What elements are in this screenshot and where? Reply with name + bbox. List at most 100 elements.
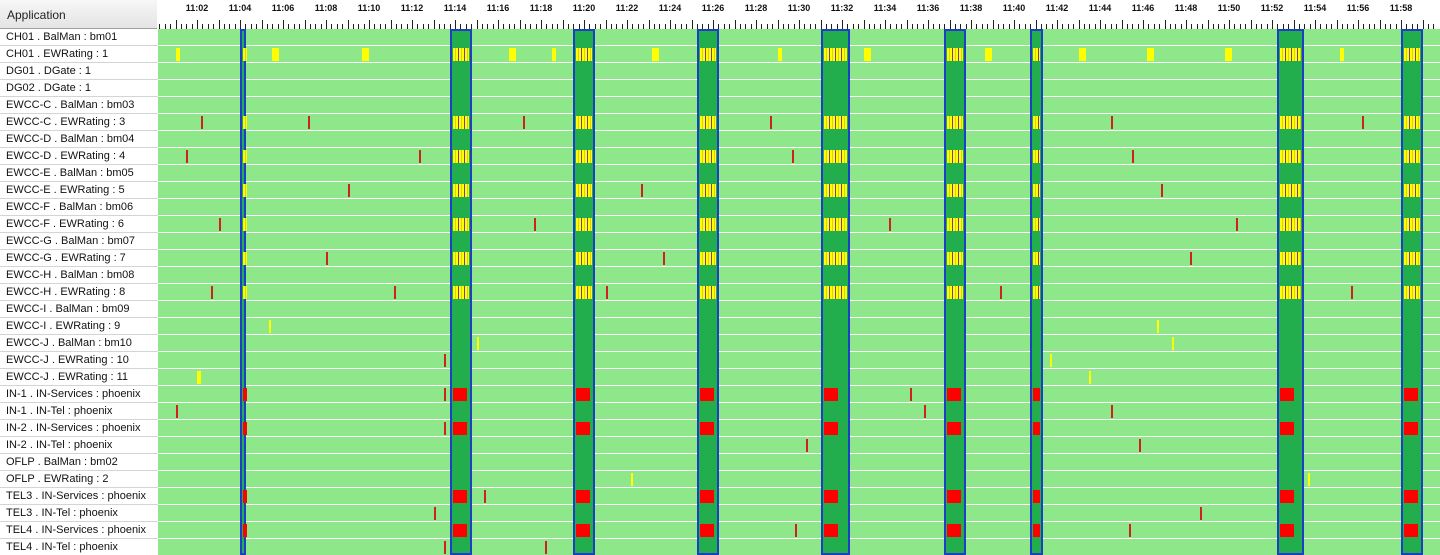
- critical-block[interactable]: [576, 388, 590, 401]
- critical-block[interactable]: [243, 388, 247, 401]
- critical-block[interactable]: [453, 490, 467, 503]
- critical-block[interactable]: [824, 422, 838, 435]
- row-label[interactable]: TEL4 . IN-Tel : phoenix: [0, 539, 158, 555]
- warning-event[interactable]: [1157, 320, 1159, 333]
- warning-block[interactable]: [1404, 184, 1420, 197]
- row-label[interactable]: EWCC-H . BalMan : bm08: [0, 267, 158, 284]
- timeline-row[interactable]: [158, 522, 1440, 539]
- minor-event[interactable]: [444, 354, 446, 367]
- timeline-row[interactable]: [158, 352, 1440, 369]
- warning-event[interactable]: [1050, 354, 1052, 367]
- timeline-row[interactable]: [158, 488, 1440, 505]
- row-label[interactable]: DG01 . DGate : 1: [0, 63, 158, 80]
- warning-block[interactable]: [243, 116, 247, 129]
- minor-event[interactable]: [419, 150, 421, 163]
- warning-block[interactable]: [1033, 218, 1040, 231]
- row-label[interactable]: EWCC-J . BalMan : bm10: [0, 335, 158, 352]
- warning-event[interactable]: [552, 48, 556, 61]
- timeline-row[interactable]: [158, 250, 1440, 267]
- row-label[interactable]: EWCC-F . EWRating : 6: [0, 216, 158, 233]
- row-label[interactable]: EWCC-J . EWRating : 11: [0, 369, 158, 386]
- warning-event[interactable]: [269, 320, 271, 333]
- critical-block[interactable]: [453, 388, 467, 401]
- timeline-row[interactable]: [158, 131, 1440, 148]
- row-label[interactable]: EWCC-E . BalMan : bm05: [0, 165, 158, 182]
- warning-event[interactable]: [778, 48, 782, 61]
- minor-event[interactable]: [910, 388, 912, 401]
- warning-event[interactable]: [272, 48, 279, 61]
- critical-block[interactable]: [576, 524, 590, 537]
- critical-block[interactable]: [824, 524, 838, 537]
- warning-event[interactable]: [509, 48, 516, 61]
- minor-event[interactable]: [348, 184, 350, 197]
- row-label[interactable]: EWCC-G . EWRating : 7: [0, 250, 158, 267]
- minor-event[interactable]: [484, 490, 486, 503]
- timeline-row[interactable]: [158, 80, 1440, 97]
- timeline-row[interactable]: [158, 233, 1440, 250]
- critical-block[interactable]: [453, 524, 467, 537]
- warning-block[interactable]: [1033, 116, 1040, 129]
- timeline-row[interactable]: [158, 29, 1440, 46]
- warning-block[interactable]: [1280, 150, 1301, 163]
- critical-block[interactable]: [1033, 388, 1040, 401]
- row-label[interactable]: EWCC-F . BalMan : bm06: [0, 199, 158, 216]
- warning-block[interactable]: [576, 252, 592, 265]
- row-label[interactable]: EWCC-I . BalMan : bm09: [0, 301, 158, 318]
- row-label[interactable]: EWCC-I . EWRating : 9: [0, 318, 158, 335]
- warning-block[interactable]: [243, 184, 247, 197]
- minor-event[interactable]: [641, 184, 643, 197]
- warning-event[interactable]: [1172, 337, 1174, 350]
- warning-block[interactable]: [1280, 116, 1301, 129]
- timeline-row[interactable]: [158, 199, 1440, 216]
- warning-block[interactable]: [576, 48, 592, 61]
- timeline-row[interactable]: [158, 216, 1440, 233]
- warning-block[interactable]: [1404, 286, 1420, 299]
- critical-block[interactable]: [576, 422, 590, 435]
- minor-event[interactable]: [326, 252, 328, 265]
- row-label[interactable]: CH01 . BalMan : bm01: [0, 29, 158, 46]
- warning-block[interactable]: [1033, 286, 1040, 299]
- warning-block[interactable]: [243, 218, 247, 231]
- critical-block[interactable]: [1280, 422, 1294, 435]
- warning-block[interactable]: [243, 252, 247, 265]
- warning-block[interactable]: [947, 150, 963, 163]
- minor-event[interactable]: [1161, 184, 1163, 197]
- row-label[interactable]: DG02 . DGate : 1: [0, 80, 158, 97]
- critical-block[interactable]: [700, 490, 714, 503]
- timeline-row[interactable]: [158, 471, 1440, 488]
- row-label[interactable]: EWCC-J . EWRating : 10: [0, 352, 158, 369]
- timeline-row[interactable]: [158, 148, 1440, 165]
- minor-event[interactable]: [1111, 405, 1113, 418]
- warning-block[interactable]: [453, 150, 469, 163]
- warning-block[interactable]: [947, 252, 963, 265]
- warning-block[interactable]: [824, 116, 847, 129]
- warning-block[interactable]: [1404, 150, 1420, 163]
- warning-block[interactable]: [700, 48, 716, 61]
- row-label[interactable]: OFLP . BalMan : bm02: [0, 454, 158, 471]
- minor-event[interactable]: [1190, 252, 1192, 265]
- warning-block[interactable]: [1033, 48, 1040, 61]
- row-label[interactable]: TEL4 . IN-Services : phoenix: [0, 522, 158, 539]
- critical-block[interactable]: [576, 490, 590, 503]
- warning-block[interactable]: [700, 286, 716, 299]
- warning-block[interactable]: [1404, 252, 1420, 265]
- minor-event[interactable]: [1236, 218, 1238, 231]
- row-label[interactable]: IN-2 . IN-Tel : phoenix: [0, 437, 158, 454]
- timeline-row[interactable]: [158, 46, 1440, 63]
- minor-event[interactable]: [924, 405, 926, 418]
- row-label[interactable]: EWCC-D . EWRating : 4: [0, 148, 158, 165]
- timeline-row[interactable]: [158, 420, 1440, 437]
- critical-block[interactable]: [700, 524, 714, 537]
- critical-block[interactable]: [1404, 422, 1418, 435]
- warning-block[interactable]: [947, 116, 963, 129]
- critical-block[interactable]: [1033, 490, 1040, 503]
- minor-event[interactable]: [663, 252, 665, 265]
- critical-block[interactable]: [947, 422, 961, 435]
- warning-block[interactable]: [947, 184, 963, 197]
- critical-block[interactable]: [1280, 388, 1294, 401]
- critical-block[interactable]: [700, 422, 714, 435]
- warning-block[interactable]: [700, 218, 716, 231]
- warning-event[interactable]: [197, 371, 201, 384]
- warning-event[interactable]: [1147, 48, 1154, 61]
- warning-block[interactable]: [824, 184, 847, 197]
